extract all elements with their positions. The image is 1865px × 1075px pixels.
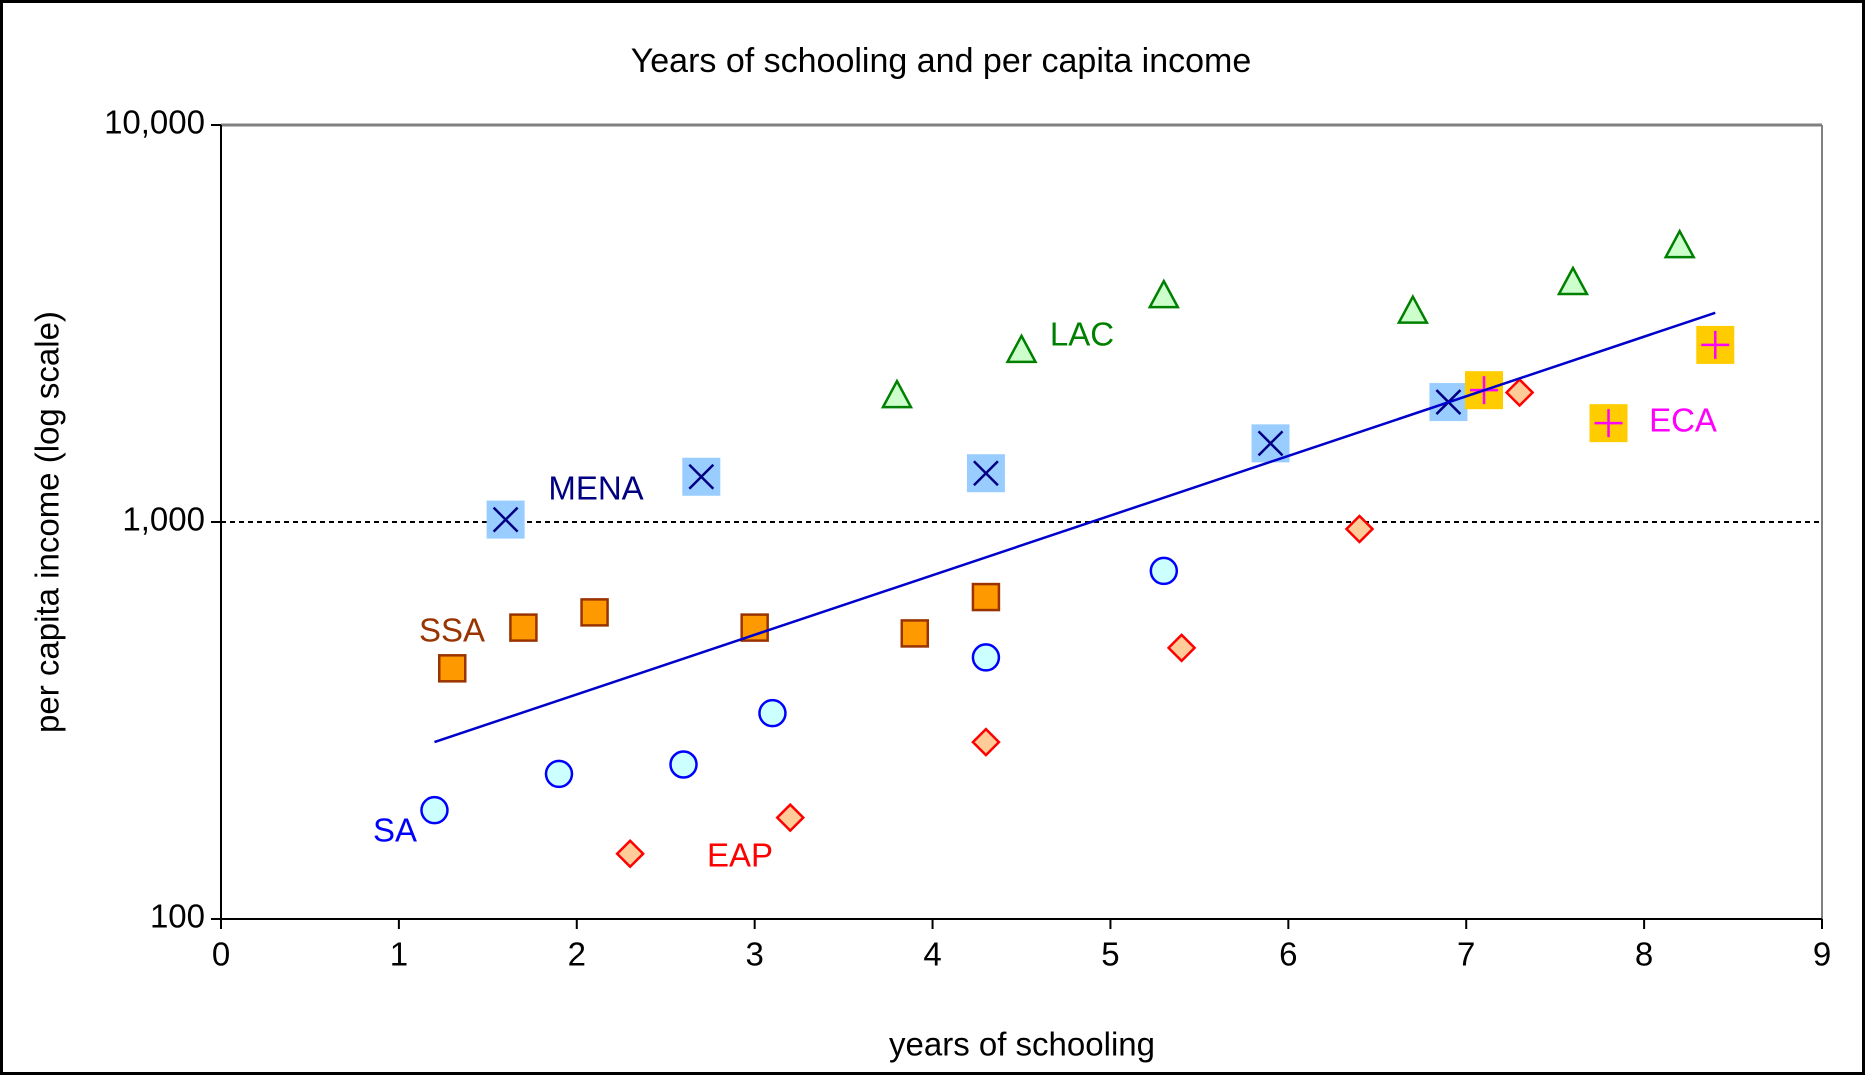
x-tick-label: 4 <box>923 936 941 973</box>
point-shape <box>1663 228 1696 259</box>
point <box>1344 514 1375 544</box>
point-shape <box>900 619 930 648</box>
point-shape <box>880 378 914 409</box>
point-shape <box>1344 514 1375 544</box>
x-tick-label: 7 <box>1457 936 1475 973</box>
point <box>1663 228 1696 259</box>
x-tick-label: 2 <box>568 936 586 973</box>
point <box>669 750 698 779</box>
point <box>1556 265 1590 296</box>
y-tick-label: 1,000 <box>122 501 205 538</box>
point-shape <box>1396 294 1429 324</box>
point-shape <box>1005 333 1038 364</box>
series-label: SA <box>373 812 417 849</box>
point <box>1166 633 1197 663</box>
y-axis-title: per capita income (log scale) <box>29 311 66 733</box>
point <box>486 500 525 539</box>
point <box>971 727 1001 757</box>
point-shape <box>1594 409 1623 438</box>
point <box>880 378 914 409</box>
point <box>740 613 769 642</box>
point-shape <box>973 460 999 487</box>
point <box>438 654 467 683</box>
point <box>1696 325 1735 364</box>
point <box>1149 556 1179 586</box>
point-shape <box>1149 556 1179 586</box>
point-shape <box>544 759 574 789</box>
point-shape <box>1257 430 1284 457</box>
point <box>775 802 806 833</box>
point <box>509 613 538 642</box>
point <box>544 759 574 789</box>
x-tick-label: 9 <box>1813 936 1831 973</box>
point-shape <box>758 698 787 728</box>
point <box>971 643 1001 672</box>
point-shape <box>1504 377 1535 408</box>
point-shape <box>971 582 1001 612</box>
series-label: EAP <box>707 837 773 874</box>
point-shape <box>1147 278 1180 309</box>
point-shape <box>1556 265 1590 296</box>
point-shape <box>775 802 806 833</box>
point-shape <box>492 506 519 533</box>
point <box>1504 377 1535 408</box>
point <box>1147 278 1180 309</box>
x-axis-title: years of schooling <box>889 1026 1155 1063</box>
series-label: ECA <box>1649 402 1717 439</box>
point <box>966 454 1005 493</box>
trend-line <box>434 311 1716 744</box>
point-shape <box>580 598 609 627</box>
point <box>971 582 1001 612</box>
point-shape <box>438 654 467 683</box>
point <box>1396 294 1429 324</box>
point-shape <box>669 750 698 779</box>
point-shape <box>615 838 645 869</box>
chart-title: Years of schooling and per capita income <box>631 42 1252 80</box>
point-shape <box>688 463 715 490</box>
point <box>682 457 721 496</box>
y-tick-label: 10,000 <box>104 104 205 141</box>
series-label: SSA <box>419 612 485 649</box>
point <box>580 598 609 627</box>
point-shape <box>420 795 449 825</box>
point-shape <box>971 643 1001 672</box>
x-tick-label: 1 <box>390 936 408 973</box>
point <box>1005 333 1038 364</box>
x-tick-label: 6 <box>1279 936 1297 973</box>
point-shape <box>1701 330 1730 359</box>
x-tick-label: 3 <box>745 936 763 973</box>
x-tick-label: 0 <box>212 936 230 973</box>
point <box>615 838 645 869</box>
point-shape <box>1166 633 1197 663</box>
point <box>900 619 930 648</box>
y-tick-label: 100 <box>150 898 205 935</box>
point-shape <box>509 613 538 642</box>
point <box>758 698 787 728</box>
series-label: LAC <box>1050 316 1114 353</box>
x-tick-label: 8 <box>1635 936 1653 973</box>
point <box>1251 424 1290 463</box>
point-shape <box>971 727 1001 757</box>
point-shape <box>740 613 769 642</box>
series-label: MENA <box>548 470 643 507</box>
x-tick-label: 5 <box>1101 936 1119 973</box>
point <box>420 795 449 825</box>
point <box>1589 404 1628 443</box>
